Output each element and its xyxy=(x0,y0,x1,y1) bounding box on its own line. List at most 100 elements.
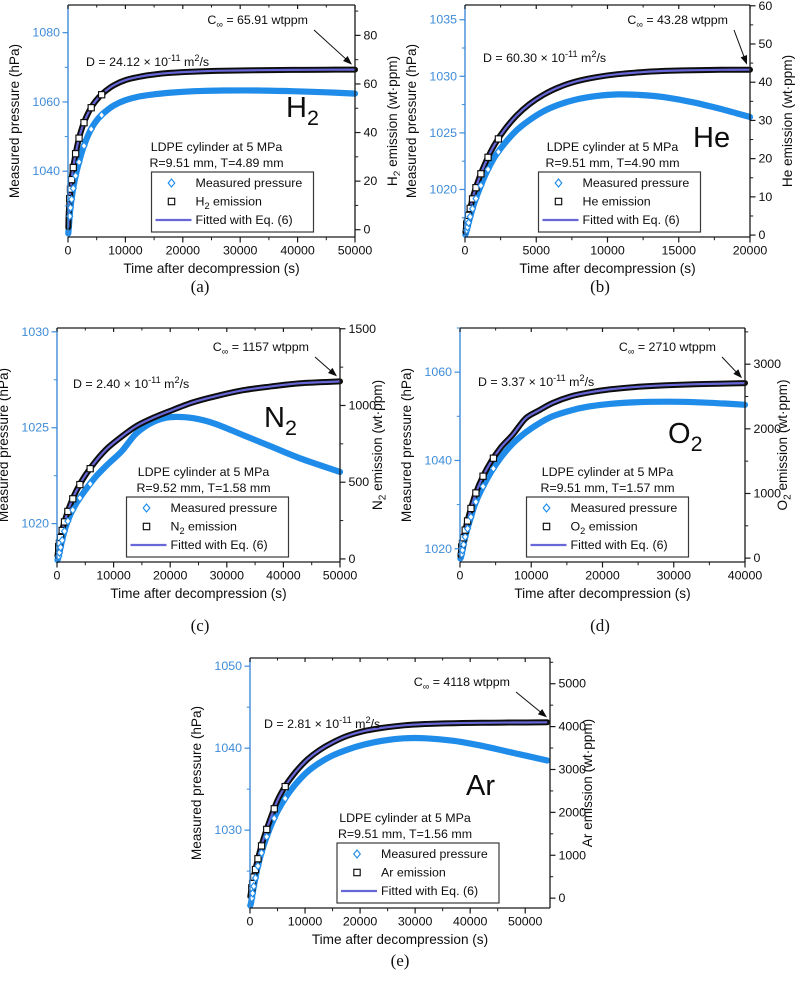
caption-b: (b) xyxy=(590,277,610,296)
x-tick-label: 0 xyxy=(65,244,72,258)
data-series-d xyxy=(457,380,749,562)
emission-axis-title: He emission (wt·ppm) xyxy=(780,55,795,187)
legend-entry-label: N2 emission xyxy=(171,520,238,536)
emission-tick-label: 0 xyxy=(759,228,766,242)
x-axis-title: Time after decompression (s) xyxy=(110,586,286,601)
gas-label: N2 xyxy=(264,402,297,440)
emission-tick-label: 0 xyxy=(559,891,566,905)
chart-n2: 0 10000 20000 30000 40000 50000 1020 1025 1030 0 5… xyxy=(0,322,389,601)
diffusion-coefficient-label: D = 2.40 × 10-11 m2/s xyxy=(73,375,189,391)
legend-box xyxy=(525,496,690,558)
c-infinity-label: C∞ = 1157 wtppm xyxy=(213,340,309,356)
pressure-tick-label: 1040 xyxy=(32,164,60,178)
panel-e: 0 10000 20000 30000 40000 50000 1030 1040 1050 0 1… xyxy=(180,645,620,982)
conditions-line-1: LDPE cylinder at 5 MPa xyxy=(547,140,679,154)
emission-tick-label: 1000 xyxy=(559,848,587,862)
legend-entry-label: Fitted with Eq. (6) xyxy=(583,213,680,227)
legend-entry-label: Fitted with Eq. (6) xyxy=(381,884,478,898)
diffusion-coefficient-label: D = 3.37 × 10-11 m2/s xyxy=(478,373,594,389)
legend-entry-label: O2 emission xyxy=(571,520,638,536)
x-tick-label: 0 xyxy=(462,244,469,258)
x-axis-title: Time after decompression (s) xyxy=(312,932,488,947)
data-series-b xyxy=(462,66,754,238)
x-tick-label: 50000 xyxy=(323,569,358,583)
pressure-tick-label: 1040 xyxy=(424,453,452,467)
pressure-tick-label: 1050 xyxy=(214,659,242,673)
emission-axis-title: Ar emission (wt·ppm) xyxy=(580,719,595,847)
x-tick-label: 50000 xyxy=(508,915,543,929)
axis-titles-d: Measured pressure (hPa) O2 emission (wt·p… xyxy=(399,368,794,601)
legend-entry-label: Fitted with Eq. (6) xyxy=(196,213,293,227)
c-infinity-label: C∞ = 4118 wtppm xyxy=(414,675,510,691)
x-axis-title: Time after decompression (s) xyxy=(123,261,299,276)
panel-d: 0 10000 20000 30000 40000 1020 1040 1060 0 1000 20… xyxy=(399,310,800,640)
caption-a: (a) xyxy=(190,277,210,296)
pressure-tick-label: 1020 xyxy=(424,542,452,556)
x-tick-label: 10000 xyxy=(108,244,143,258)
axes-e: 0 10000 20000 30000 40000 50000 1030 1040 1050 0 1… xyxy=(214,657,587,929)
conditions-line-1: LDPE cylinder at 5 MPa xyxy=(151,140,283,154)
legend-box xyxy=(537,171,702,233)
emission-tick-label: 0 xyxy=(349,552,356,566)
emission-tick-label: 5000 xyxy=(559,677,587,691)
legend-c: Measured pressure N2 emission Fitted with … xyxy=(125,496,290,558)
pressure-axis-title: Measured pressure (hPa) xyxy=(400,368,414,522)
emission-tick-label: 10 xyxy=(759,190,773,204)
caption-d: (d) xyxy=(590,616,610,635)
axis-titles-e: Measured pressure (hPa) Ar emission (wt·p… xyxy=(189,706,595,947)
emission-tick-label: 1000 xyxy=(349,398,377,412)
x-tick-label: 30000 xyxy=(223,244,258,258)
emission-tick-label: 40 xyxy=(759,75,773,89)
panel-b: 0 5000 10000 15000 20000 1020 1025 1030 1035 0 10 2… xyxy=(400,0,800,300)
x-axis-title: Time after decompression (s) xyxy=(519,261,695,276)
pressure-axis-title: Measured pressure (hPa) xyxy=(0,368,11,522)
conditions-line-1: LDPE cylinder at 5 MPa xyxy=(138,465,270,479)
emission-tick-label: 20 xyxy=(364,174,378,188)
x-tick-label: 40000 xyxy=(266,569,301,583)
pressure-tick-label: 1020 xyxy=(429,182,457,196)
annotations-d: D = 3.37 × 10-11 m2/s C∞ = 2710 wtppm O2 LD… xyxy=(478,340,742,495)
pressure-tick-label: 1040 xyxy=(214,741,242,755)
x-tick-label: 10000 xyxy=(96,569,131,583)
emission-tick-label: 50 xyxy=(759,37,773,51)
emission-tick-label: 20 xyxy=(759,152,773,166)
emission-tick-label: 1500 xyxy=(349,322,377,336)
x-tick-label: 0 xyxy=(54,569,61,583)
gas-label: O2 xyxy=(668,418,703,456)
legend-entry-label: Measured pressure xyxy=(583,176,690,190)
legend-entry-label: Measured pressure xyxy=(196,176,303,190)
pressure-axis-title: Measured pressure (hPa) xyxy=(7,44,22,198)
legend-entry-label: H2 emission xyxy=(196,195,263,211)
panel-a: 0 10000 20000 30000 40000 50000 1040 1060 1080 0 2… xyxy=(0,0,404,300)
x-tick-label: 10000 xyxy=(514,569,549,583)
annotation-arrowhead xyxy=(343,56,352,65)
gas-label: He xyxy=(693,122,730,154)
conditions-line-2: R=9.51 mm, T=4.89 mm xyxy=(149,156,283,170)
c-infinity-label: C∞ = 2710 wtppm xyxy=(619,340,716,356)
emission-tick-label: 80 xyxy=(364,28,378,42)
x-tick-label: 5000 xyxy=(522,244,550,258)
axis-titles-a: Measured pressure (hPa) H2 emission (wt·p… xyxy=(7,44,404,276)
diffusion-coefficient-label: D = 24.12 × 10-11 m2/s xyxy=(86,53,209,69)
emission-tick-label: 3000 xyxy=(754,357,782,371)
emission-tick-label: 4000 xyxy=(559,720,587,734)
conditions-line-2: R=9.51 mm, T=1.56 mm xyxy=(338,827,472,841)
axes-c: 0 10000 20000 30000 40000 50000 1020 1025 1030 0 5… xyxy=(21,322,376,583)
x-tick-label: 40000 xyxy=(728,569,763,583)
annotation-arrowhead xyxy=(537,708,547,718)
conditions-line-2: R=9.51 mm, T=4.90 mm xyxy=(545,156,679,170)
annotations-b: D = 60.30 × 10-11 m2/s C∞ = 43.28 wtppm He… xyxy=(483,13,748,170)
x-tick-label: 40000 xyxy=(280,244,315,258)
panel-c: 0 10000 20000 30000 40000 50000 1020 1025 1030 0 5… xyxy=(0,310,400,640)
fitted-curve xyxy=(67,68,356,228)
x-tick-label: 20000 xyxy=(153,569,188,583)
legend-e: Measured pressure Ar emission Fitted with … xyxy=(336,842,500,904)
legend-a: Measured pressure H2 emission Fitted with … xyxy=(150,171,315,233)
caption-c: (c) xyxy=(190,616,210,635)
annotations-c: D = 2.40 × 10-11 m2/s C∞ = 1157 wtppm N2 LD… xyxy=(73,340,337,495)
pressure-tick-label: 1020 xyxy=(21,517,49,531)
axes-b: 0 5000 10000 15000 2000010201025103010350102… xyxy=(429,0,772,258)
x-tick-label: 20000 xyxy=(343,915,378,929)
pressure-axis-title: Measured pressure (hPa) xyxy=(189,706,204,860)
